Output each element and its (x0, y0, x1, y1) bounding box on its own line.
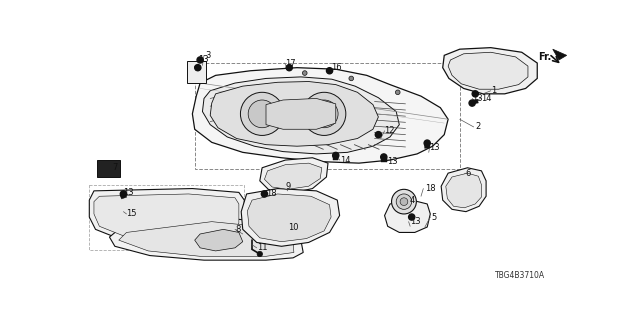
Circle shape (424, 140, 430, 146)
Text: 1: 1 (491, 86, 496, 95)
Circle shape (400, 198, 408, 205)
Circle shape (261, 191, 268, 197)
Polygon shape (381, 158, 387, 162)
Circle shape (349, 76, 353, 81)
Circle shape (195, 65, 201, 71)
Text: Fr.: Fr. (538, 52, 551, 62)
Circle shape (197, 57, 204, 63)
Text: 5: 5 (431, 212, 436, 221)
Circle shape (408, 214, 415, 220)
Text: 17: 17 (285, 59, 295, 68)
Circle shape (472, 91, 478, 97)
Text: 14: 14 (481, 94, 491, 103)
Bar (90, 185, 244, 250)
Circle shape (120, 191, 127, 197)
Text: 3: 3 (205, 51, 211, 60)
Polygon shape (266, 99, 336, 129)
Polygon shape (385, 200, 430, 232)
Circle shape (241, 92, 284, 135)
Polygon shape (195, 65, 201, 70)
Text: 8: 8 (235, 225, 241, 234)
Circle shape (248, 100, 276, 128)
Circle shape (333, 152, 339, 158)
Polygon shape (443, 48, 537, 94)
Circle shape (310, 100, 338, 128)
Text: 13: 13 (429, 143, 440, 152)
Polygon shape (248, 194, 331, 242)
Text: 13: 13 (198, 55, 209, 64)
Polygon shape (448, 52, 528, 89)
Polygon shape (446, 173, 481, 208)
Polygon shape (333, 156, 339, 160)
Circle shape (257, 251, 262, 257)
Polygon shape (264, 163, 322, 189)
Text: 2: 2 (476, 123, 481, 132)
Text: 4: 4 (410, 196, 415, 204)
Text: 9: 9 (285, 182, 291, 191)
Circle shape (396, 194, 412, 209)
Text: 13: 13 (387, 157, 397, 166)
Text: 12: 12 (385, 126, 395, 135)
Text: 18: 18 (266, 189, 276, 198)
Polygon shape (187, 61, 205, 83)
Polygon shape (472, 99, 478, 104)
Polygon shape (260, 158, 328, 194)
Text: 7: 7 (113, 163, 118, 172)
Circle shape (392, 189, 417, 214)
Polygon shape (424, 144, 430, 148)
Polygon shape (210, 82, 378, 146)
Circle shape (381, 154, 387, 160)
Circle shape (396, 90, 400, 95)
Polygon shape (109, 217, 303, 260)
Text: TBG4B3710A: TBG4B3710A (495, 271, 545, 280)
Text: 11: 11 (257, 243, 268, 252)
Circle shape (326, 68, 333, 74)
Text: 6: 6 (465, 169, 470, 178)
Polygon shape (195, 229, 243, 251)
Polygon shape (97, 160, 120, 177)
Circle shape (303, 71, 307, 75)
Polygon shape (193, 68, 448, 163)
Polygon shape (119, 222, 294, 256)
Text: 14: 14 (340, 156, 350, 164)
Bar (195, 63, 460, 169)
Text: 16: 16 (331, 63, 342, 72)
Circle shape (303, 92, 346, 135)
Text: 10: 10 (288, 222, 298, 232)
Polygon shape (202, 77, 399, 154)
Text: 13: 13 (472, 94, 483, 103)
Polygon shape (441, 168, 486, 212)
Circle shape (375, 132, 381, 138)
Polygon shape (90, 188, 244, 245)
Text: 13: 13 (410, 217, 420, 226)
Text: 13: 13 (123, 188, 133, 197)
Circle shape (286, 65, 292, 71)
Polygon shape (94, 194, 239, 241)
Polygon shape (120, 194, 127, 199)
Polygon shape (241, 188, 340, 246)
Text: 15: 15 (127, 210, 137, 219)
Polygon shape (553, 49, 566, 60)
Circle shape (469, 100, 476, 106)
Text: 18: 18 (425, 184, 435, 193)
